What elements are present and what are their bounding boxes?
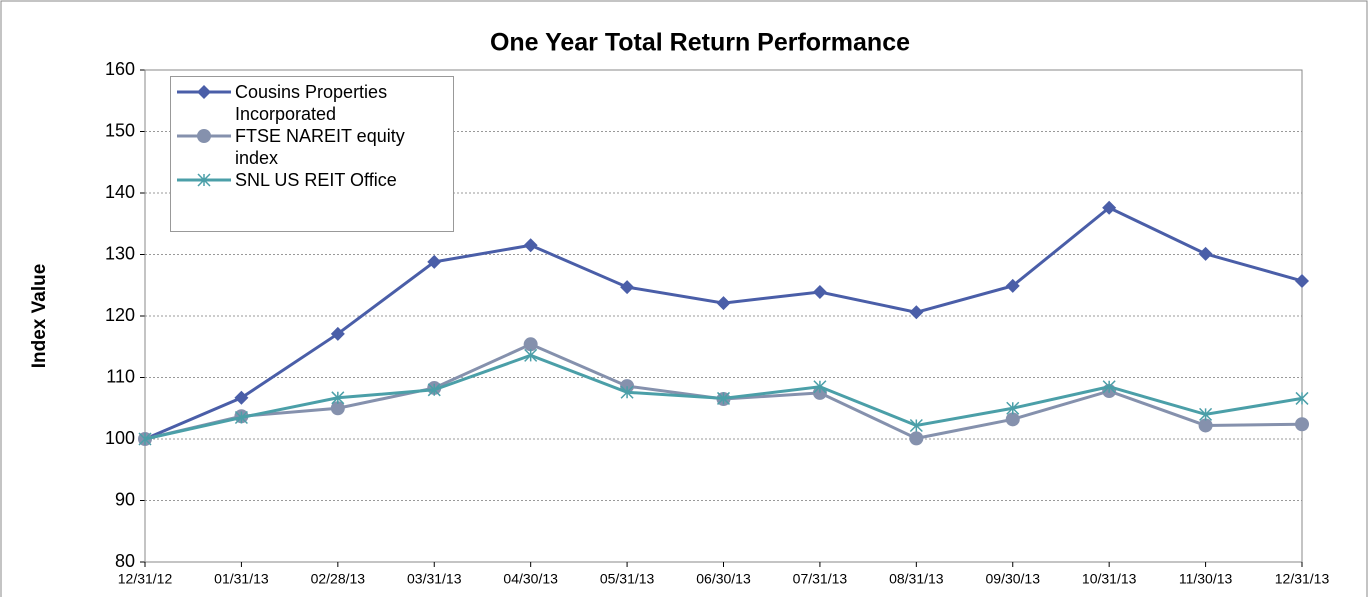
y-tick-label: 130: [105, 243, 135, 263]
marker: [1199, 407, 1213, 421]
x-tick-label: 05/31/13: [600, 571, 655, 587]
x-tick-label: 02/28/13: [311, 571, 366, 587]
legend-item: SNL US REIT Office: [171, 169, 453, 191]
marker: [813, 380, 827, 394]
marker: [197, 173, 211, 187]
marker: [523, 337, 538, 352]
y-tick-label: 120: [105, 305, 135, 325]
marker: [427, 254, 442, 269]
x-tick-label: 09/30/13: [986, 571, 1041, 587]
marker: [1005, 412, 1020, 427]
y-tick-label: 90: [115, 489, 135, 509]
marker: [909, 418, 923, 433]
legend-swatch: [177, 85, 231, 99]
marker: [524, 348, 538, 362]
marker: [523, 238, 538, 253]
x-tick-label: 10/31/13: [1082, 571, 1137, 587]
x-tick-label: 04/30/13: [503, 571, 558, 587]
legend-item: FTSE NAREIT equity index: [171, 125, 453, 169]
y-tick-label: 80: [115, 551, 135, 571]
marker: [330, 401, 345, 416]
x-tick-label: 07/31/13: [793, 571, 848, 587]
marker: [234, 410, 248, 425]
marker: [330, 326, 345, 341]
marker: [620, 385, 634, 399]
marker: [1006, 401, 1020, 415]
marker: [197, 129, 211, 143]
y-tick-label: 140: [105, 182, 135, 202]
marker: [716, 391, 731, 405]
marker: [197, 85, 211, 99]
marker: [909, 431, 924, 446]
y-tick-label: 110: [106, 366, 135, 386]
marker: [427, 383, 441, 397]
marker: [1005, 278, 1020, 293]
x-tick-label: 12/31/13: [1275, 571, 1330, 587]
legend-swatch: [177, 129, 231, 143]
marker: [331, 391, 345, 405]
marker: [620, 280, 635, 295]
x-tick-label: 12/31/12: [118, 571, 173, 587]
x-tick-label: 08/31/13: [889, 571, 944, 587]
x-tick-label: 01/31/13: [214, 571, 269, 587]
x-tick-label: 03/31/13: [407, 571, 462, 587]
y-tick-label: 150: [105, 120, 135, 140]
marker: [909, 305, 924, 320]
legend-swatch: [177, 173, 231, 187]
marker: [234, 390, 249, 405]
chart-title: One Year Total Return Performance: [490, 29, 910, 57]
marker: [1198, 418, 1213, 433]
y-tick-label: 160: [105, 59, 135, 79]
x-tick-label: 06/30/13: [696, 571, 751, 587]
marker: [1102, 380, 1116, 394]
marker: [138, 432, 152, 446]
y-axis-label: Index Value: [29, 264, 50, 369]
marker: [1102, 200, 1117, 215]
legend-label: SNL US REIT Office: [235, 170, 397, 190]
marker: [1198, 246, 1213, 261]
legend-label: FTSE NAREIT equity index: [235, 126, 405, 168]
marker: [1295, 391, 1309, 405]
marker: [812, 285, 827, 300]
marker: [716, 296, 731, 311]
marker: [1295, 273, 1309, 288]
x-tick-label: 11/30/13: [1179, 571, 1233, 587]
legend-label: Cousins Properties Incorporated: [235, 82, 388, 124]
legend-item: Cousins Properties Incorporated: [171, 81, 453, 125]
legend: Cousins Properties Incorporated FTSE NARE…: [170, 76, 454, 232]
y-tick-label: 100: [105, 428, 135, 448]
marker: [1295, 417, 1309, 432]
